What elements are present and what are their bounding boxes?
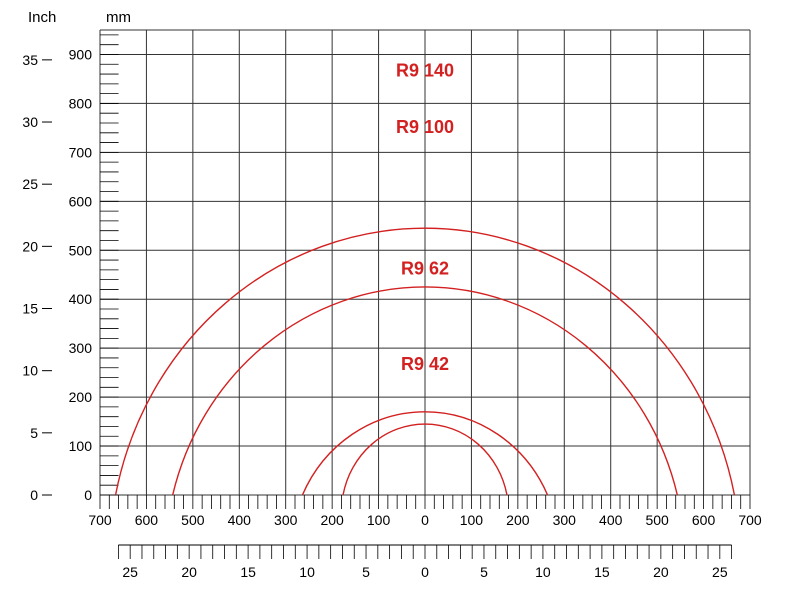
y-mm-label: 0 [84,487,92,503]
x-mm-label: 0 [421,512,429,528]
x-inch-label: 25 [712,564,728,580]
y-mm-label: 600 [69,193,93,209]
x-inch-label: 0 [421,564,429,580]
y-mm-title: mm [106,9,131,26]
y-inch-label: 20 [22,238,38,254]
y-mm-label: 700 [69,144,93,160]
y-mm-label: 400 [69,291,93,307]
arc-label: R9 62 [401,259,449,279]
y-inch-title: Inch [28,9,56,26]
y-mm-label: 500 [69,242,93,258]
x-mm-label: 700 [88,512,112,528]
y-mm-label: 300 [69,340,93,356]
x-inch-label: 15 [594,564,610,580]
x-mm-label: 400 [599,512,623,528]
x-mm-label: 100 [367,512,391,528]
x-inch-label: 25 [122,564,138,580]
envelope-chart: Inch05101520253035mm01002003004005006007… [0,0,790,600]
x-mm-label: 300 [553,512,577,528]
y-inch-label: 25 [22,176,38,192]
y-mm-label: 800 [69,95,93,111]
arc-label: R9 42 [401,354,449,374]
y-inch-label: 35 [22,52,38,68]
x-inch-label: 10 [535,564,551,580]
x-mm-label: 600 [135,512,159,528]
x-mm-label: 100 [460,512,484,528]
x-mm-label: 200 [320,512,344,528]
x-mm-label: 500 [181,512,205,528]
x-inch-label: 15 [240,564,256,580]
y-inch-label: 10 [22,363,38,379]
arc-label: R9 100 [396,117,454,137]
arc-label: R9 140 [396,61,454,81]
y-mm-label: 200 [69,389,93,405]
x-mm-label: 600 [692,512,716,528]
y-mm-label: 900 [69,46,93,62]
x-mm-label: 500 [645,512,669,528]
y-inch-label: 15 [22,301,38,317]
x-mm-label: 700 [738,512,762,528]
y-inch-label: 5 [30,425,38,441]
y-inch-label: 0 [30,487,38,503]
x-inch-label: 10 [299,564,315,580]
y-inch-label: 30 [22,114,38,130]
x-inch-label: 5 [480,564,488,580]
x-mm-label: 400 [228,512,252,528]
x-inch-label: 20 [181,564,197,580]
x-inch-label: 20 [653,564,669,580]
y-mm-label: 100 [69,438,93,454]
x-mm-label: 200 [506,512,530,528]
x-inch-label: 5 [362,564,370,580]
x-mm-label: 300 [274,512,298,528]
